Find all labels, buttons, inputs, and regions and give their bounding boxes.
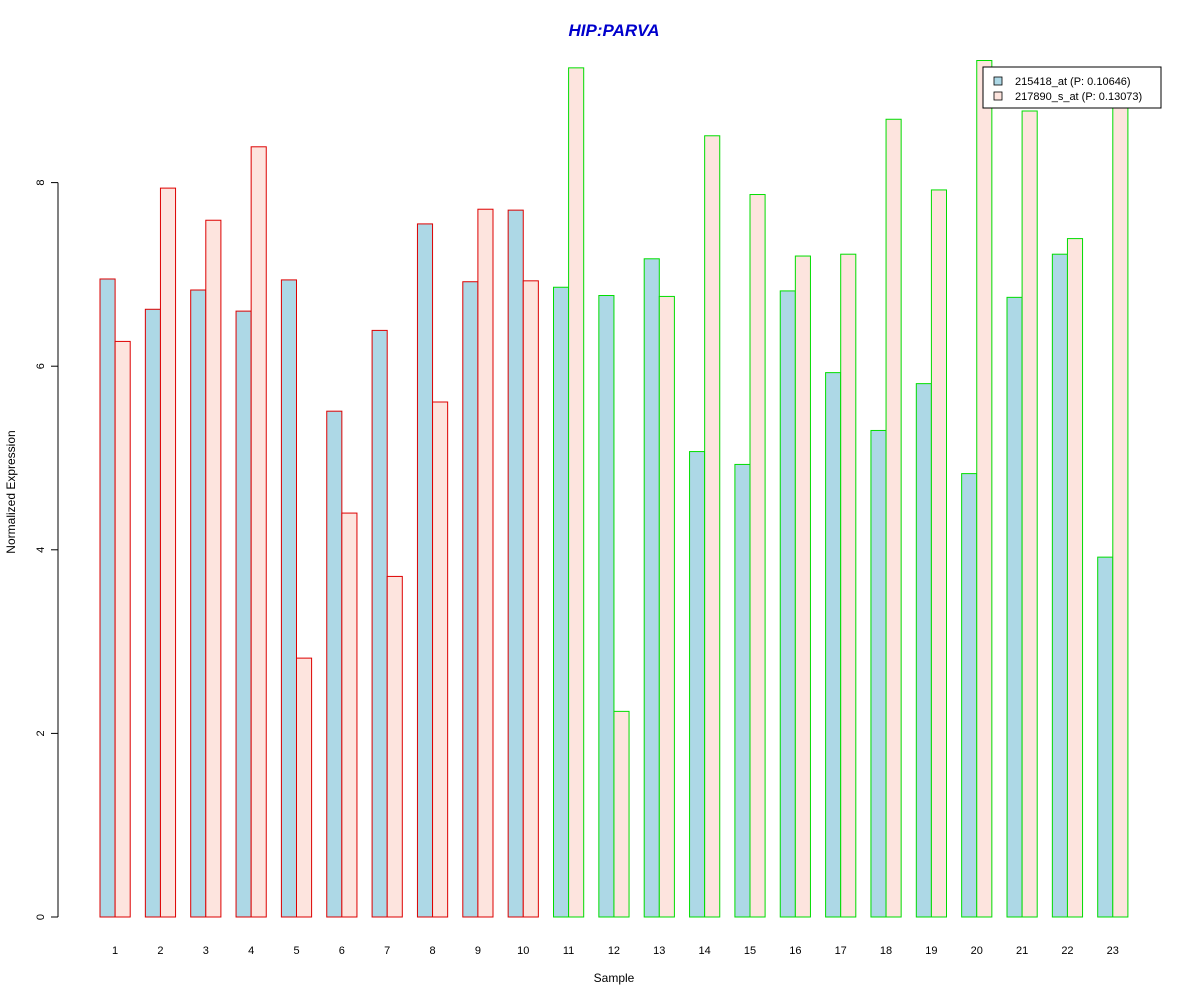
x-tick-label: 10	[517, 945, 529, 957]
bar-series-2-sample-21	[1021, 110, 1038, 918]
bar-series-1-sample-1	[99, 278, 116, 918]
x-tick-label: 18	[880, 945, 892, 957]
x-tick-label: 17	[835, 945, 847, 957]
x-tick-label: 19	[925, 945, 937, 957]
legend-box	[982, 66, 1162, 109]
bar-series-1-sample-15	[734, 463, 751, 918]
y-tick-label: 4	[35, 547, 47, 553]
legend: 215418_at (P: 0.10646) 217890_s_at (P: 0…	[982, 66, 1162, 109]
x-tick-label: 20	[971, 945, 983, 957]
y-tick-label: 0	[35, 914, 47, 920]
bar-series-2-sample-15	[749, 194, 766, 918]
y-tick-label: 2	[35, 730, 47, 736]
x-axis-label: Sample	[594, 971, 635, 985]
bar-series-2-sample-4	[250, 146, 267, 918]
bar-series-2-sample-14	[704, 135, 721, 918]
bar-series-2-sample-6	[341, 512, 358, 918]
bar-series-1-sample-20	[961, 473, 978, 918]
bar-series-1-sample-21	[1006, 296, 1023, 918]
x-tick-label: 4	[248, 945, 254, 957]
bar-series-1-sample-8	[416, 223, 434, 918]
bar-series-1-sample-19	[915, 383, 932, 918]
bar-series-2-sample-8	[432, 401, 449, 918]
x-tick-label: 5	[293, 945, 299, 957]
y-axis-label: Normalized Expression	[4, 430, 18, 553]
x-tick-label: 15	[744, 945, 756, 957]
bar-series-1-sample-3	[190, 289, 207, 918]
bar-series-2-sample-12	[613, 710, 630, 918]
legend-swatch-series-2	[993, 91, 1003, 101]
legend-swatch-series-1	[993, 76, 1003, 86]
x-tick-label: 1	[112, 945, 118, 957]
bar-series-2-sample-17	[840, 253, 857, 918]
bar-series-1-sample-11	[553, 286, 570, 918]
x-tick-label: 16	[789, 945, 801, 957]
bars	[99, 60, 1129, 918]
x-tick-label: 12	[608, 945, 620, 957]
bar-series-2-sample-1	[114, 340, 131, 918]
chart-title: HIP:PARVA	[569, 21, 660, 40]
bar-series-1-sample-17	[825, 372, 842, 918]
bar-series-2-sample-23	[1112, 104, 1129, 918]
x-tick-label: 22	[1061, 945, 1073, 957]
y-tick-label: 6	[35, 363, 47, 369]
x-tick-labels: 1 2 3 4 5 6 7 8 9 10 11 12 13 14 15 16 17 18 19 20 21 22 23	[112, 945, 1119, 957]
bar-series-1-sample-13	[643, 258, 660, 918]
x-tick-label: 3	[203, 945, 209, 957]
x-tick-label: 9	[475, 945, 481, 957]
x-tick-label: 6	[339, 945, 345, 957]
bar-series-2-sample-2	[159, 187, 177, 918]
bar-series-2-sample-13	[658, 295, 675, 918]
bar-series-1-sample-18	[870, 429, 887, 918]
bar-series-2-sample-3	[205, 219, 222, 918]
bar-series-2-sample-20	[976, 60, 993, 918]
bar-series-2-sample-18	[885, 118, 902, 918]
y-tick-label: 8	[35, 180, 47, 186]
bar-series-2-sample-11	[568, 67, 585, 918]
bar-series-2-sample-5	[296, 657, 313, 918]
bar-series-2-sample-7	[386, 575, 403, 918]
bar-series-2-sample-19	[930, 189, 948, 918]
bar-series-1-sample-4	[235, 310, 252, 918]
bar-series-1-sample-9	[462, 281, 479, 918]
bar-series-1-sample-14	[689, 451, 706, 918]
bar-series-1-sample-6	[326, 410, 343, 918]
legend-label-series-1: 215418_at (P: 0.10646)	[1015, 76, 1131, 88]
legend-label-series-2: 217890_s_at (P: 0.13073)	[1015, 91, 1142, 103]
x-tick-label: 14	[699, 945, 711, 957]
bar-series-1-sample-5	[280, 279, 297, 918]
bar-series-2-sample-22	[1066, 238, 1084, 918]
bar-series-2-sample-10	[522, 280, 539, 918]
bar-series-1-sample-22	[1051, 253, 1068, 918]
x-tick-label: 2	[157, 945, 163, 957]
x-tick-label: 11	[563, 945, 574, 957]
x-tick-label: 7	[384, 945, 390, 957]
bar-series-1-sample-10	[507, 209, 524, 918]
x-tick-label: 21	[1016, 945, 1028, 957]
bar-series-2-sample-9	[477, 208, 494, 918]
x-tick-label: 13	[653, 945, 665, 957]
bar-series-1-sample-2	[144, 308, 161, 918]
x-tick-label: 23	[1107, 945, 1119, 957]
bar-series-2-sample-16	[794, 255, 811, 918]
bar-series-1-sample-7	[371, 329, 388, 918]
bar-series-1-sample-12	[598, 295, 615, 918]
bar-series-1-sample-23	[1097, 556, 1114, 918]
bar-series-1-sample-16	[779, 290, 796, 918]
y-axis: 0 2 4 6 8	[35, 180, 59, 920]
x-tick-label: 8	[429, 945, 435, 957]
